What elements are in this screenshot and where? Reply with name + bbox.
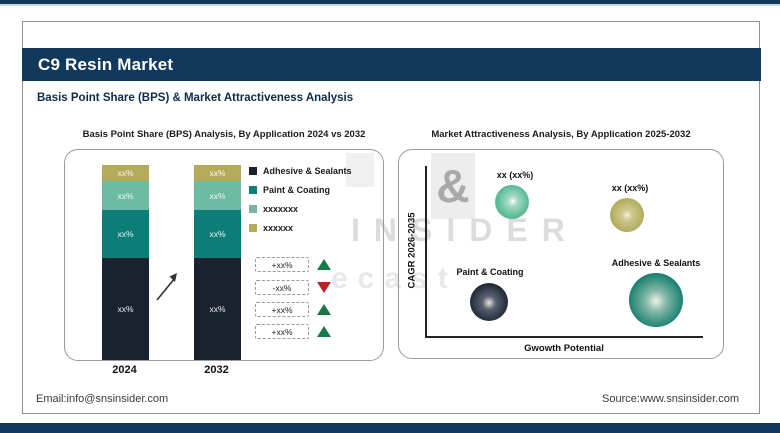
legend-swatch [249, 224, 257, 232]
bar-segment: xx% [194, 165, 241, 181]
up-triangle-icon [317, 304, 331, 315]
bps-chart-panel: xx% xx% xx% xx% xx% xx% xx% xx% Adhesive… [64, 149, 384, 361]
x-tick-2032: 2032 [204, 364, 229, 376]
watermark-insider-text: INSIDER [351, 212, 579, 248]
content-card: & INSIDER ecast C9 Resin Market Basis Po… [22, 21, 761, 414]
growth-arrow-icon [156, 273, 177, 301]
watermark-ecast-text: ecast [331, 262, 458, 295]
title-band: C9 Resin Market [22, 48, 761, 81]
page-title: C9 Resin Market [38, 55, 174, 74]
change-indicator: +xx% [255, 302, 309, 317]
legend-swatch [249, 167, 257, 175]
bar-segment: xx% [194, 210, 241, 258]
bubble-label: xx (xx%) [611, 183, 649, 193]
x-tick-2024: 2024 [112, 364, 137, 376]
bps-chart-title: Basis Point Share (BPS) Analysis, By App… [82, 129, 366, 140]
legend-swatch [249, 186, 257, 194]
legend-item: xxxxxx [249, 223, 352, 233]
bar-segment: xx% [194, 258, 241, 360]
change-indicator: +xx% [255, 257, 309, 272]
bubble-seafoam [495, 185, 529, 219]
legend-item: Paint & Coating [249, 185, 352, 195]
bubble-label: Adhesive & Sealants [611, 258, 701, 268]
legend-item: xxxxxxx [249, 204, 352, 214]
footer-email: Email:info@snsinsider.com [36, 393, 169, 405]
attractiveness-chart-title: Market Attractiveness Analysis, By Appli… [431, 129, 691, 140]
bps-legend: Adhesive & Sealants Paint & Coating xxxx… [249, 166, 352, 233]
stacked-bar-2024: xx% xx% xx% xx% [102, 165, 149, 360]
change-indicator: +xx% [255, 324, 309, 339]
attractiveness-chart-panel: CAGR 2026-2035 Gwowth Potential xx (xx%)… [398, 149, 724, 359]
footer-source: Source:www.snsinsider.com [602, 393, 739, 405]
x-axis-label: Gwowth Potential [524, 343, 604, 354]
bubble-paint-coating [470, 283, 508, 321]
bubble-label: Paint & Coating [456, 267, 524, 277]
up-triangle-icon [317, 259, 331, 270]
legend-item: Adhesive & Sealants [249, 166, 352, 176]
bar-segment: xx% [102, 258, 149, 360]
bar-segment: xx% [102, 165, 149, 181]
y-axis-line [425, 166, 427, 338]
bubble-label: xx (xx%) [496, 170, 534, 180]
top-accent-bar [0, 0, 780, 6]
bubble-olive [610, 198, 644, 232]
page-subtitle: Basis Point Share (BPS) & Market Attract… [37, 92, 354, 104]
bar-segment: xx% [194, 181, 241, 210]
bar-segment: xx% [102, 210, 149, 258]
watermark-ampersand: & [431, 153, 475, 219]
legend-swatch [249, 205, 257, 213]
down-triangle-icon [317, 282, 331, 293]
y-axis-label: CAGR 2026-2035 [406, 212, 418, 289]
bubble-adhesive-sealants [629, 273, 683, 327]
watermark-logo-block [346, 153, 374, 187]
up-triangle-icon [317, 326, 331, 337]
change-indicator: -xx% [255, 280, 309, 295]
x-axis-line [425, 336, 703, 338]
bar-segment: xx% [102, 181, 149, 210]
bottom-accent-bar [0, 423, 780, 433]
stacked-bar-2032: xx% xx% xx% xx% [194, 165, 241, 360]
